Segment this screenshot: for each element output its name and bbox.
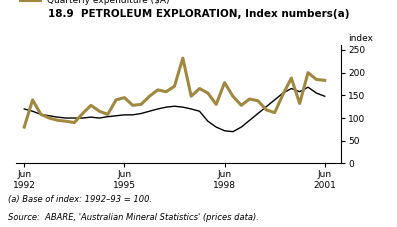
- Text: index: index: [348, 34, 373, 43]
- Oil price ($US): [89, 116, 93, 118]
- Quarterly expenditure ($A): [164, 90, 168, 93]
- Oil price ($US): [281, 92, 285, 94]
- Quarterly expenditure ($A): [47, 117, 52, 119]
- Quarterly expenditure ($A): [55, 119, 60, 122]
- Quarterly expenditure ($A): [30, 99, 35, 101]
- Quarterly expenditure ($A): [239, 104, 244, 107]
- Oil price ($US): [222, 129, 227, 132]
- Oil price ($US): [55, 116, 60, 118]
- Quarterly expenditure ($A): [147, 95, 152, 98]
- Oil price ($US): [130, 114, 135, 116]
- Quarterly expenditure ($A): [247, 98, 252, 100]
- Quarterly expenditure ($A): [155, 89, 160, 91]
- Quarterly expenditure ($A): [114, 99, 118, 101]
- Quarterly expenditure ($A): [306, 71, 310, 74]
- Oil price ($US): [189, 108, 194, 110]
- Quarterly expenditure ($A): [64, 120, 68, 123]
- Quarterly expenditure ($A): [206, 92, 210, 94]
- Quarterly expenditure ($A): [130, 104, 135, 107]
- Oil price ($US): [181, 106, 185, 109]
- Quarterly expenditure ($A): [256, 99, 260, 102]
- Quarterly expenditure ($A): [72, 121, 77, 124]
- Quarterly expenditure ($A): [189, 95, 194, 98]
- Quarterly expenditure ($A): [39, 113, 43, 116]
- Oil price ($US): [47, 114, 52, 117]
- Quarterly expenditure ($A): [272, 111, 277, 114]
- Line: Oil price ($US): Oil price ($US): [24, 87, 325, 132]
- Quarterly expenditure ($A): [231, 95, 235, 98]
- Oil price ($US): [214, 126, 219, 128]
- Text: 18.9  PETROLEUM EXPLORATION, Index numbers(a): 18.9 PETROLEUM EXPLORATION, Index number…: [48, 9, 349, 19]
- Oil price ($US): [172, 105, 177, 108]
- Oil price ($US): [239, 126, 244, 128]
- Oil price ($US): [322, 95, 327, 98]
- Quarterly expenditure ($A): [289, 77, 294, 79]
- Oil price ($US): [264, 105, 269, 108]
- Quarterly expenditure ($A): [122, 96, 127, 99]
- Oil price ($US): [289, 87, 294, 90]
- Oil price ($US): [314, 92, 319, 94]
- Oil price ($US): [22, 108, 27, 110]
- Oil price ($US): [72, 117, 77, 119]
- Quarterly expenditure ($A): [222, 81, 227, 84]
- Oil price ($US): [122, 114, 127, 116]
- Quarterly expenditure ($A): [297, 102, 302, 105]
- Quarterly expenditure ($A): [80, 112, 85, 115]
- Oil price ($US): [105, 115, 110, 118]
- Oil price ($US): [80, 117, 85, 119]
- Oil price ($US): [155, 108, 160, 110]
- Oil price ($US): [139, 112, 143, 115]
- Oil price ($US): [247, 119, 252, 122]
- Oil price ($US): [114, 114, 118, 117]
- Quarterly expenditure ($A): [214, 103, 219, 106]
- Quarterly expenditure ($A): [89, 104, 93, 107]
- Oil price ($US): [64, 117, 68, 119]
- Quarterly expenditure ($A): [22, 126, 27, 128]
- Legend: Oil price ($US), Quarterly expenditure ($A): Oil price ($US), Quarterly expenditure (…: [20, 0, 170, 5]
- Oil price ($US): [256, 112, 260, 115]
- Oil price ($US): [39, 113, 43, 116]
- Oil price ($US): [231, 130, 235, 133]
- Quarterly expenditure ($A): [281, 93, 285, 96]
- Oil price ($US): [272, 99, 277, 101]
- Oil price ($US): [297, 90, 302, 93]
- Oil price ($US): [30, 110, 35, 113]
- Quarterly expenditure ($A): [197, 87, 202, 90]
- Text: (a) Base of index: 1992–93 = 100.: (a) Base of index: 1992–93 = 100.: [8, 195, 152, 204]
- Quarterly expenditure ($A): [322, 79, 327, 82]
- Quarterly expenditure ($A): [105, 113, 110, 116]
- Quarterly expenditure ($A): [97, 110, 102, 113]
- Quarterly expenditure ($A): [181, 57, 185, 59]
- Oil price ($US): [97, 117, 102, 119]
- Quarterly expenditure ($A): [314, 78, 319, 81]
- Oil price ($US): [206, 120, 210, 123]
- Line: Quarterly expenditure ($A): Quarterly expenditure ($A): [24, 58, 325, 127]
- Oil price ($US): [306, 86, 310, 89]
- Oil price ($US): [147, 110, 152, 113]
- Quarterly expenditure ($A): [264, 109, 269, 111]
- Quarterly expenditure ($A): [139, 103, 143, 106]
- Oil price ($US): [164, 106, 168, 109]
- Text: Source:  ABARE, 'Australian Mineral Statistics' (prices data).: Source: ABARE, 'Australian Mineral Stati…: [8, 213, 259, 222]
- Quarterly expenditure ($A): [172, 85, 177, 88]
- Oil price ($US): [197, 110, 202, 113]
